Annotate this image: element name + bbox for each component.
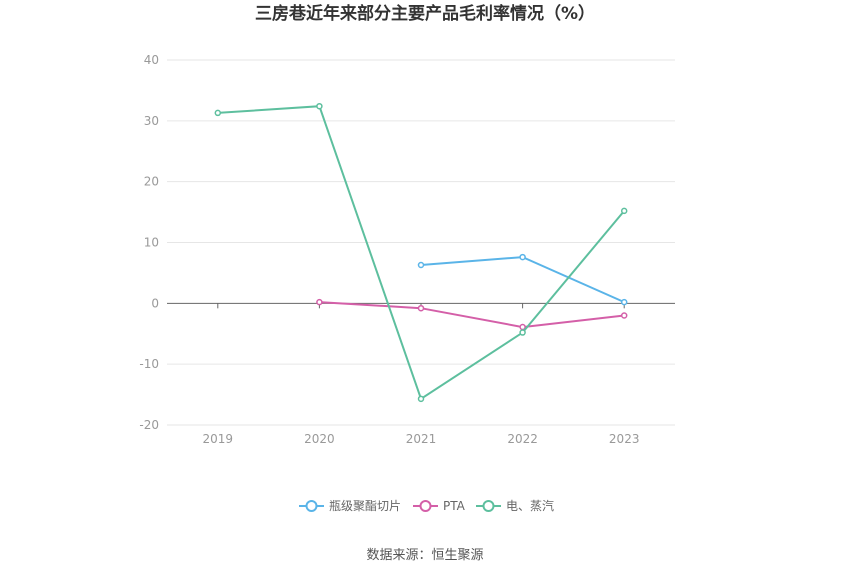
y-tick-label: 0 bbox=[151, 296, 159, 310]
y-tick-label: 40 bbox=[144, 53, 159, 67]
y-tick-label: 10 bbox=[144, 236, 159, 250]
data-point[interactable] bbox=[519, 323, 526, 331]
legend-item[interactable]: 电、蒸汽 bbox=[476, 498, 554, 513]
legend-swatch-marker bbox=[482, 500, 495, 512]
legend-swatch-marker bbox=[419, 500, 432, 512]
x-tick-label: 2021 bbox=[406, 432, 437, 446]
series-lines bbox=[214, 102, 628, 403]
y-tick-label: -20 bbox=[139, 418, 159, 432]
data-point[interactable] bbox=[620, 207, 628, 215]
x-tick-label: 2022 bbox=[507, 432, 538, 446]
x-tick-label: 2020 bbox=[304, 432, 335, 446]
legend-item[interactable]: 瓶级聚酯切片 bbox=[299, 499, 401, 513]
data-point[interactable] bbox=[214, 109, 222, 117]
legend[interactable]: 瓶级聚酯切片 PTA 电、蒸汽 bbox=[299, 498, 554, 513]
data-point[interactable] bbox=[620, 312, 628, 319]
series-line-2 bbox=[217, 105, 625, 401]
legend-swatch-marker bbox=[305, 500, 318, 512]
x-tick-label: 2023 bbox=[609, 432, 640, 446]
data-point[interactable] bbox=[417, 261, 425, 269]
legend-label: PTA bbox=[443, 499, 466, 513]
data-point[interactable] bbox=[316, 102, 323, 110]
series-line-1 bbox=[319, 301, 625, 329]
legend-label: 电、蒸汽 bbox=[506, 498, 554, 513]
data-point[interactable] bbox=[316, 298, 323, 306]
chart-title: 三房巷近年来部分主要产品毛利率情况（%） bbox=[255, 3, 595, 24]
data-point[interactable] bbox=[417, 395, 425, 403]
y-axis-ticks: 40 30 20 10 0 -10 -20 bbox=[139, 53, 159, 432]
legend-item[interactable]: PTA bbox=[413, 499, 466, 513]
legend-label: 瓶级聚酯切片 bbox=[329, 499, 401, 513]
y-tick-label: 20 bbox=[144, 175, 159, 189]
series-line-0 bbox=[420, 256, 625, 304]
data-point[interactable] bbox=[620, 298, 628, 306]
data-point[interactable] bbox=[519, 329, 526, 336]
y-tick-label: 30 bbox=[144, 114, 159, 128]
data-point[interactable] bbox=[519, 253, 526, 261]
x-axis: 2019 2020 2021 2022 2023 bbox=[203, 303, 640, 446]
x-tick-label: 2019 bbox=[203, 432, 234, 446]
data-source: 数据来源：恒生聚源 bbox=[366, 548, 483, 563]
y-tick-label: -10 bbox=[139, 357, 159, 371]
data-point[interactable] bbox=[417, 304, 425, 312]
